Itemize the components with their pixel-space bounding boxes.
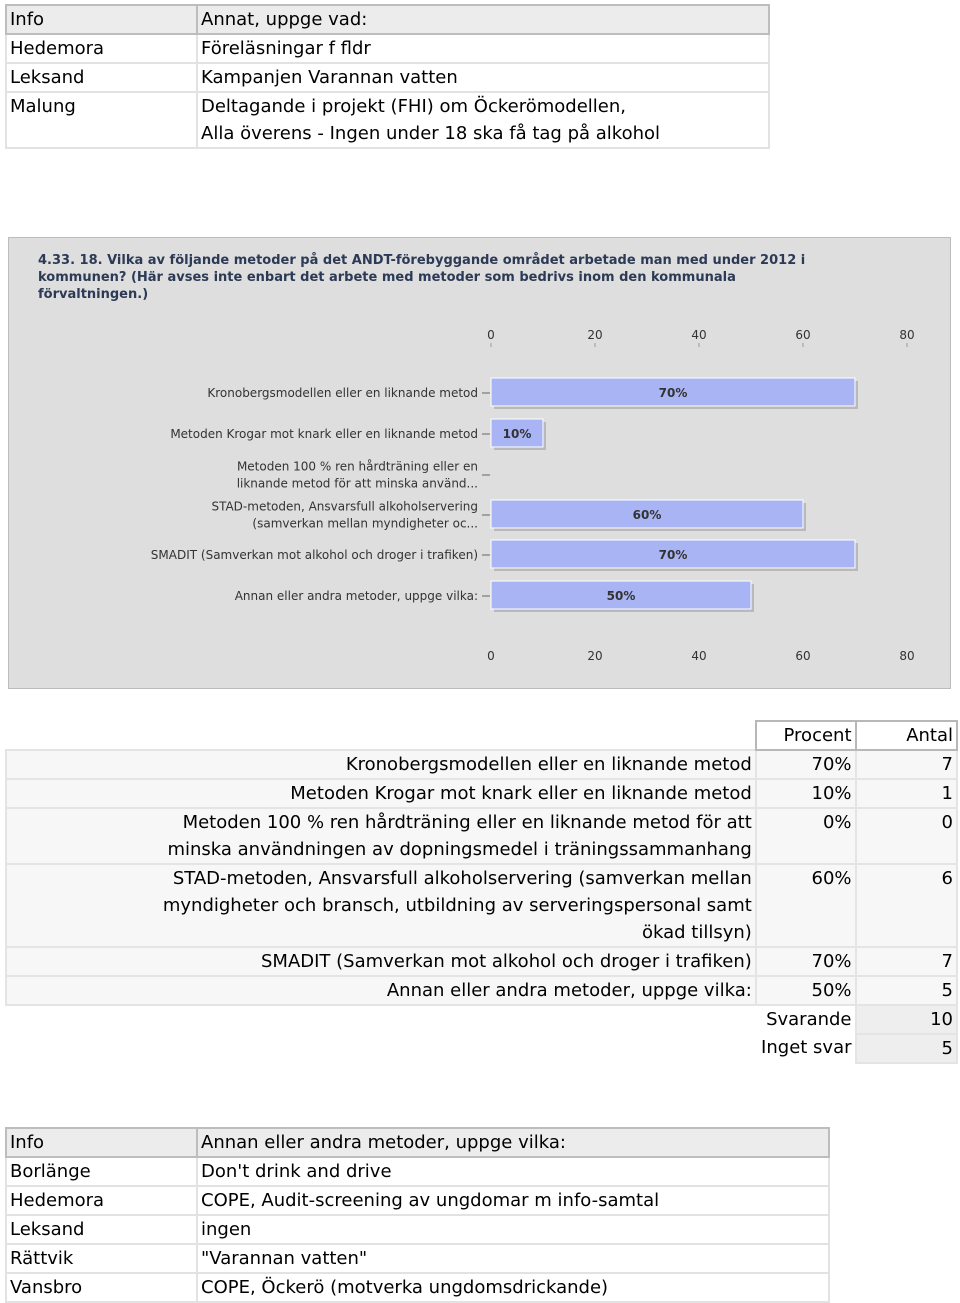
table-cell: 50% xyxy=(754,975,857,1006)
blank-cell xyxy=(6,721,756,750)
table-cell: Hedemora xyxy=(5,1185,198,1216)
x-tick-label: 80 xyxy=(899,328,914,342)
category-label: Kronobergsmodellen eller en liknande met… xyxy=(207,386,478,400)
total-label: Inget svar xyxy=(6,1034,856,1063)
total-value: 10 xyxy=(854,1004,959,1035)
table-cell: SMADIT (Samverkan mot alkohol och droger… xyxy=(5,946,757,977)
x-tick-label: 80 xyxy=(899,649,914,663)
header-cell: Annat, uppge vad: xyxy=(196,4,770,35)
total-row: Inget svar 5 xyxy=(6,1033,959,1064)
table-cell: Metoden 100 % ren hårdträning eller en l… xyxy=(5,807,757,865)
value-label: 60% xyxy=(633,508,662,522)
table-cell: STAD-metoden, Ansvarsfull alkoholserveri… xyxy=(5,863,757,948)
table-cell: Malung xyxy=(5,91,198,149)
x-tick-label: 60 xyxy=(795,328,810,342)
chart-title: 4.33. 18. Vilka av följande metoder på d… xyxy=(38,253,805,302)
table-row: Rättvik "Varannan vatten" xyxy=(5,1243,830,1274)
x-tick-label: 40 xyxy=(691,328,706,342)
table-cell: COPE, Öckerö (motverka ungdomsdrickande) xyxy=(196,1272,830,1303)
table-cell: 0% xyxy=(754,807,857,865)
header-cell: Info xyxy=(5,1127,198,1158)
summary-table: Procent Antal Kronobergsmodellen eller en … xyxy=(5,720,959,1064)
header-cell: Annan eller andra metoder, uppge vilka: xyxy=(196,1127,830,1158)
bar xyxy=(490,418,544,448)
table-cell: Vansbro xyxy=(5,1272,198,1303)
table-cell: 1 xyxy=(854,778,959,809)
table-cell: Borlänge xyxy=(5,1156,198,1187)
table-cell: Rättvik xyxy=(5,1243,198,1274)
table-row: Metoden Krogar mot knark eller en liknan… xyxy=(5,778,959,809)
category-label: Metoden Krogar mot knark eller en liknan… xyxy=(170,427,478,441)
chart: 4.33. 18. Vilka av följande metoder på d… xyxy=(8,237,951,689)
x-tick-label: 40 xyxy=(691,649,706,663)
category-label: Metoden 100 % ren hårdträning eller en li… xyxy=(237,460,478,491)
total-row: Svarande 10 xyxy=(6,1004,959,1035)
x-tick-label: 20 xyxy=(587,328,602,342)
table-cell: Deltagande i projekt (FHI) om Öckerömode… xyxy=(196,91,770,149)
table-cell: Föreläsningar f fldr xyxy=(196,33,770,64)
table-row: STAD-metoden, Ansvarsfull alkoholserveri… xyxy=(5,863,959,948)
header-cell: Info xyxy=(5,4,198,35)
x-tick-label: 0 xyxy=(487,328,495,342)
table-cell: Kampanjen Varannan vatten xyxy=(196,62,770,93)
category-label: Annan eller andra metoder, uppge vilka: xyxy=(235,589,478,603)
table-cell: 70% xyxy=(754,749,857,780)
header-row: Info Annat, uppge vad: xyxy=(5,4,770,35)
info-table: Info Annan eller andra metoder, uppge vil… xyxy=(5,1127,830,1303)
table-cell: "Varannan vatten" xyxy=(196,1243,830,1274)
table-row: Metoden 100 % ren hårdträning eller en l… xyxy=(5,807,959,865)
table-cell: Don't drink and drive xyxy=(196,1156,830,1187)
x-tick-label: 20 xyxy=(587,649,602,663)
value-label: 70% xyxy=(659,548,688,562)
table-row: Leksand Kampanjen Varannan vatten xyxy=(5,62,770,93)
header-cell: Antal xyxy=(854,720,959,751)
bar xyxy=(490,580,752,610)
table-cell: 6 xyxy=(854,863,959,948)
table-cell: Hedemora xyxy=(5,33,198,64)
table-cell: 70% xyxy=(754,946,857,977)
x-tick-label: 60 xyxy=(795,649,810,663)
table-cell: Kronobergsmodellen eller en liknande met… xyxy=(5,749,757,780)
table-row: Kronobergsmodellen eller en liknande met… xyxy=(5,749,959,780)
table-cell: Metoden Krogar mot knark eller en liknan… xyxy=(5,778,757,809)
table-cell: 7 xyxy=(854,946,959,977)
table-row: Annan eller andra metoder, uppge vilka: 5… xyxy=(5,975,959,1006)
header-row: Procent Antal xyxy=(6,720,959,751)
table-row: Hedemora Föreläsningar f fldr xyxy=(5,33,770,64)
chart-background xyxy=(8,237,951,689)
x-tick-label: 0 xyxy=(487,649,495,663)
table-cell: 0 xyxy=(854,807,959,865)
table-cell: Leksand xyxy=(5,1214,198,1245)
table-cell: Annan eller andra metoder, uppge vilka: xyxy=(5,975,757,1006)
table-cell: ingen xyxy=(196,1214,830,1245)
table-row: SMADIT (Samverkan mot alkohol och droger… xyxy=(5,946,959,977)
table-cell: COPE, Audit-screening av ungdomar m info… xyxy=(196,1185,830,1216)
total-label: Svarande xyxy=(6,1005,856,1034)
total-value: 5 xyxy=(854,1033,959,1064)
table-cell: 60% xyxy=(754,863,857,948)
header-row: Info Annan eller andra metoder, uppge vil… xyxy=(5,1127,830,1158)
table-row: Borlänge Don't drink and drive xyxy=(5,1156,830,1187)
bar xyxy=(490,539,856,569)
table-row: Vansbro COPE, Öckerö (motverka ungdomsdri… xyxy=(5,1272,830,1303)
bar xyxy=(490,499,804,529)
value-label: 10% xyxy=(503,427,532,441)
table-cell: Leksand xyxy=(5,62,198,93)
value-label: 70% xyxy=(659,386,688,400)
header-cell: Procent xyxy=(754,720,857,751)
table-cell: 5 xyxy=(854,975,959,1006)
table-row: Hedemora COPE, Audit-screening av ungdoma… xyxy=(5,1185,830,1216)
value-label: 50% xyxy=(607,589,636,603)
info-table: Info Annat, uppge vad: Hedemora Föreläsning… xyxy=(5,4,770,149)
table-cell: 10% xyxy=(754,778,857,809)
category-label: SMADIT (Samverkan mot alkohol och droger… xyxy=(151,548,478,562)
category-label: STAD-metoden, Ansvarsfull alkoholserveri… xyxy=(211,500,478,531)
bar xyxy=(490,377,856,407)
table-row: Malung Deltagande i projekt (FHI) om Öcke… xyxy=(5,91,770,149)
table-row: Leksand ingen xyxy=(5,1214,830,1245)
table-cell: 7 xyxy=(854,749,959,780)
